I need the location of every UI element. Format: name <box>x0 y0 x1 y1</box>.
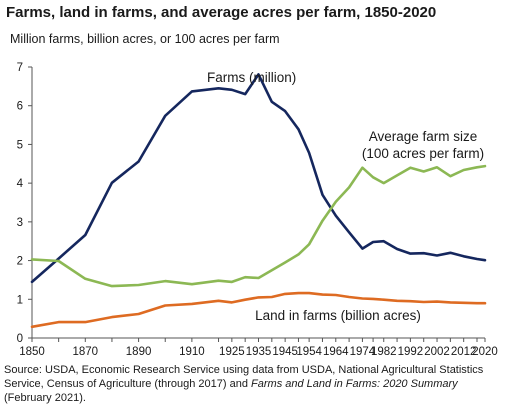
series-label-2: Average farm size <box>369 129 478 144</box>
y-tick-label: 1 <box>17 294 23 306</box>
line-chart: 0 1 2 3 4 5 6 7 1850 1870 1890 1910 1925 1935 1945195… <box>17 62 498 358</box>
y-tick-label: 6 <box>17 101 23 113</box>
y-tick-label: 3 <box>17 217 23 229</box>
x-tick-label: 2012 <box>451 346 477 358</box>
chart-subtitle: Million farms, billion acres, or 100 acr… <box>10 32 280 46</box>
x-tick-label: 1982 <box>371 346 397 358</box>
x-tick-label: 2020 <box>472 346 498 358</box>
x-tick-label: 1910 <box>179 346 205 358</box>
x-tick-label: 1945 <box>272 346 298 358</box>
source-text: Source: USDA, Economic Research Service … <box>4 364 484 390</box>
x-tick-label: 1992 <box>398 346 424 358</box>
x-tick-label: 1954 <box>296 346 322 358</box>
x-tick-label: 2002 <box>424 346 450 358</box>
y-tick-label: 2 <box>17 256 23 268</box>
series-labels: Farms (million) Average farm size (100 acr… <box>207 70 484 323</box>
series-line-3 <box>30 291 487 329</box>
chart-title: Farms, land in farms, and average acres … <box>6 4 437 21</box>
x-tick-label: 1925 <box>219 346 245 358</box>
series-line-1 <box>30 73 487 284</box>
series-label-3: Land in farms (billion acres) <box>255 308 421 323</box>
series-label-1: Farms (million) <box>207 70 296 85</box>
x-tick-label: 1935 <box>246 346 272 358</box>
y-axis: 0 1 2 3 4 5 6 7 <box>17 62 33 345</box>
y-tick-label: 5 <box>17 139 23 151</box>
source-italic-title: Farms and Land in Farms: 2020 Summary <box>251 378 458 390</box>
series-lines <box>30 73 487 329</box>
y-tick-label: 7 <box>17 62 23 74</box>
x-tick-label: 1850 <box>19 346 45 358</box>
source-note: Source: USDA, Economic Research Service … <box>4 363 508 405</box>
x-tick-label: 1890 <box>126 346 152 358</box>
source-date: (February 2021). <box>4 392 86 404</box>
x-tick-label: 1964 <box>323 346 349 358</box>
x-tick-label: 1870 <box>72 346 98 358</box>
y-tick-label: 4 <box>17 178 24 190</box>
series-label-2: (100 acres per farm) <box>362 146 484 161</box>
x-tick-label: 1974 <box>350 346 376 358</box>
y-tick-label: 0 <box>17 333 23 345</box>
series-line-2 <box>30 164 487 288</box>
